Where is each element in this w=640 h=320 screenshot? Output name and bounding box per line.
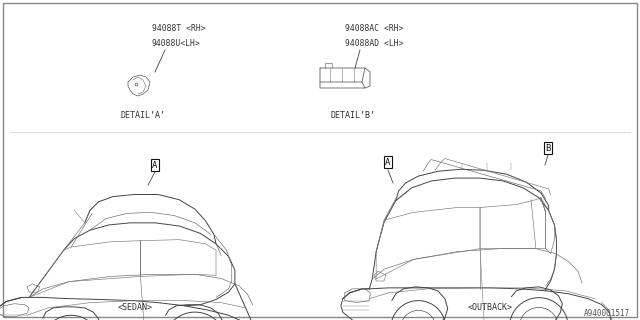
- Text: DETAIL’B’: DETAIL’B’: [330, 110, 376, 119]
- FancyBboxPatch shape: [3, 3, 637, 317]
- Text: <OUTBACK>: <OUTBACK>: [467, 303, 513, 313]
- Text: 94088AD <LH>: 94088AD <LH>: [345, 38, 403, 47]
- Text: A: A: [152, 161, 157, 170]
- Text: B: B: [545, 143, 550, 153]
- Text: 94088AC <RH>: 94088AC <RH>: [345, 23, 403, 33]
- Text: 94088T <RH>: 94088T <RH>: [152, 23, 205, 33]
- Text: DETAIL’A’: DETAIL’A’: [120, 110, 166, 119]
- Text: <SEDAN>: <SEDAN>: [118, 303, 152, 313]
- Text: A: A: [385, 157, 390, 166]
- Text: 94088U<LH>: 94088U<LH>: [152, 38, 201, 47]
- Text: A940001517: A940001517: [584, 309, 630, 318]
